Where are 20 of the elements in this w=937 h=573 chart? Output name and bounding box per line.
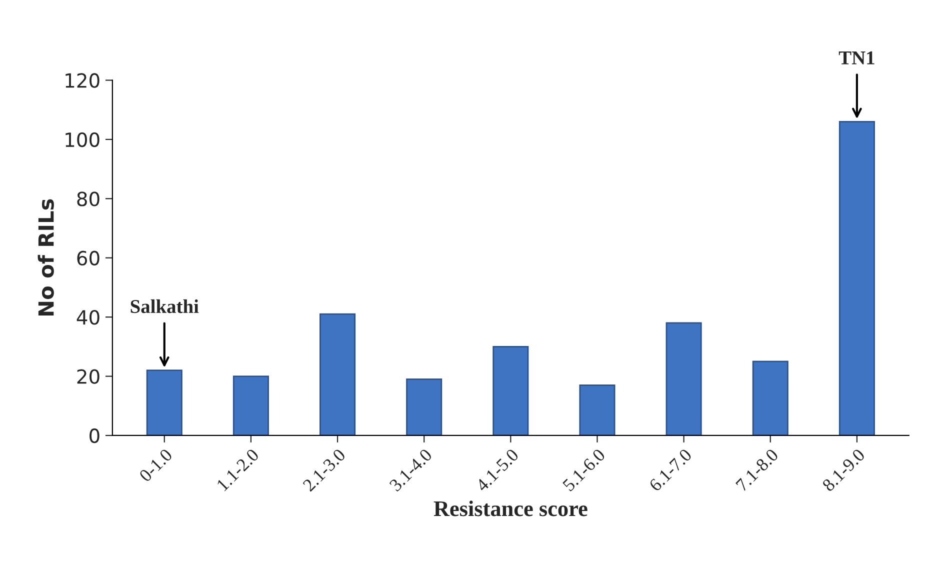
bar: [666, 322, 702, 436]
bar: [406, 378, 442, 436]
bar: [838, 120, 875, 436]
annotation: Salkathi: [130, 299, 199, 314]
y-tick-label: 60: [77, 250, 100, 266]
x-axis-title: Resistance score: [434, 500, 588, 516]
y-axis-title: No of RILs: [38, 199, 54, 316]
bar: [492, 346, 529, 436]
y-tick-label: 40: [76, 310, 100, 325]
y-tick-label: 80: [77, 192, 100, 206]
bar: [320, 313, 356, 436]
bar: [579, 384, 616, 436]
y-tick-label: 20: [77, 369, 100, 384]
bar: [752, 360, 788, 436]
bar: [232, 376, 269, 436]
y-tick-label: 0: [90, 428, 100, 444]
bar: [146, 370, 182, 436]
y-tick-label: 100: [66, 132, 100, 148]
y-tick-label: 120: [66, 73, 100, 88]
annotation: TN1: [838, 51, 874, 64]
